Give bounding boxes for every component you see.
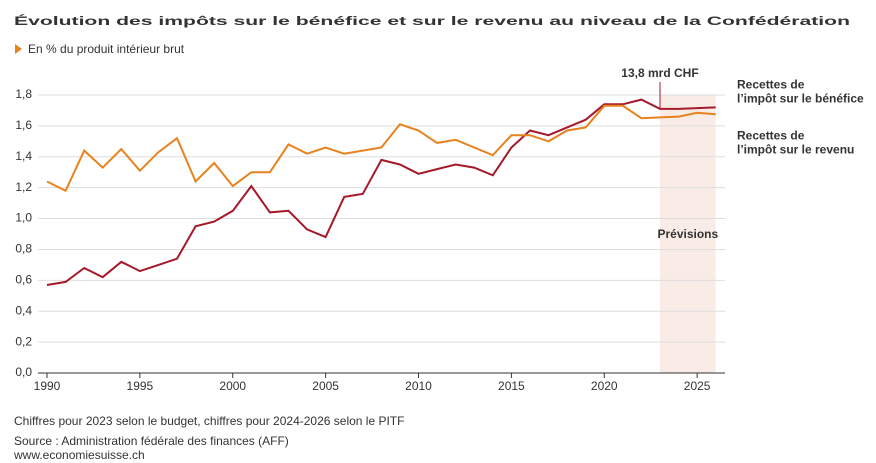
x-tick-label: 1990 bbox=[34, 379, 61, 393]
series-label: Recettes de l’impôt sur le revenu bbox=[737, 128, 854, 156]
y-tick-label: 0,0 bbox=[15, 365, 32, 379]
y-tick-label: 1,6 bbox=[15, 118, 32, 132]
y-tick-label: 0,2 bbox=[15, 334, 32, 348]
x-tick-label: 2025 bbox=[684, 379, 711, 393]
series-line bbox=[46, 98, 716, 286]
forecast-label: Prévisions bbox=[657, 227, 718, 241]
series-label: Recettes de l’impôt sur le bénéfice bbox=[737, 78, 864, 106]
x-tick-label: 2000 bbox=[219, 379, 246, 393]
y-tick-label: 1,4 bbox=[15, 149, 32, 163]
y-tick-label: 1,8 bbox=[15, 87, 32, 101]
y-tick-label: 0,8 bbox=[15, 242, 32, 256]
x-tick-label: 2020 bbox=[591, 379, 618, 393]
y-tick-label: 1,2 bbox=[15, 180, 32, 194]
website: www.economiesuisse.ch bbox=[13, 448, 145, 462]
y-tick-label: 1,0 bbox=[15, 211, 32, 225]
source: Source : Administration fédérale des fin… bbox=[14, 434, 289, 448]
x-tick-label: 2015 bbox=[498, 379, 525, 393]
chart-subtitle: En % du produit intérieur brut bbox=[28, 42, 185, 56]
x-tick-label: 1995 bbox=[127, 379, 154, 393]
series-line bbox=[46, 104, 716, 193]
x-tick-label: 2005 bbox=[312, 379, 339, 393]
subtitle-marker bbox=[15, 44, 22, 54]
chart-title: Évolution des impôts sur le bénéfice et … bbox=[14, 13, 850, 28]
note: Chiffres pour 2023 selon le budget, chif… bbox=[14, 414, 404, 428]
y-tick-label: 0,4 bbox=[15, 303, 32, 317]
y-tick-label: 0,6 bbox=[15, 273, 32, 287]
forecast-band bbox=[659, 95, 716, 373]
x-tick-label: 2010 bbox=[405, 379, 432, 393]
annotation: 13,8 mrd CHF bbox=[621, 66, 698, 80]
